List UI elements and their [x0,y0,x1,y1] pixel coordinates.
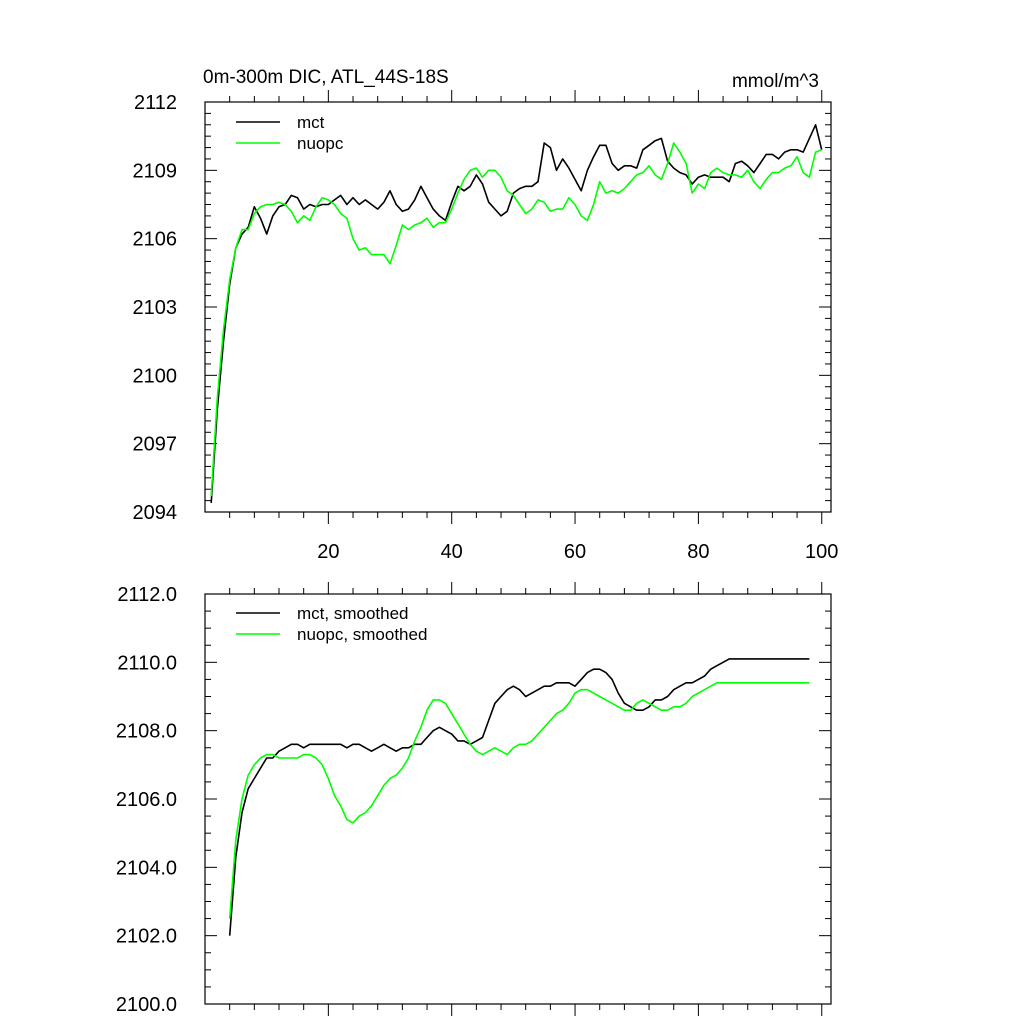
legend-label: nuopc [297,134,344,153]
y-tick-label: 2103 [133,297,178,319]
y-tick-label: 2100.0 [116,994,177,1016]
legend-label: mct, smoothed [297,604,409,623]
series-line-nuopc-smoothed [230,683,810,919]
legend-label: nuopc, smoothed [297,625,427,644]
bottom-panel: 2100.0 2102.0 2104.0 2106.0 2108.0 2110.0 2112… [116,582,831,1016]
y-tick-label: 2110.0 [117,652,177,674]
x-tick-label: 100 [805,541,838,563]
x-tick-label: 40 [441,541,463,563]
top-panel: 2094 2097 2100 2103 2106 2109 2112 20 40 60 80 100 m… [133,90,839,563]
y-tick-label: 2112 [134,92,177,114]
y-tick-label: 2097 [133,434,178,456]
series-line-nuopc [211,143,822,496]
y-tick-label: 2104.0 [116,857,177,879]
y-tick-label: 2102.0 [116,926,177,948]
series-line-mct [211,125,822,503]
plot-frame [205,594,831,1004]
series-line-mct-smoothed [230,659,810,936]
x-tick-label: 80 [687,541,709,563]
chart-title-left: 0m-300m DIC, ATL_44S-18S [203,67,449,88]
chart-canvas: 0m-300m DIC, ATL_44S-18S mmol/m^3 209420… [0,0,1024,1024]
y-tick-label: 2100 [133,365,178,387]
y-tick-label: 2106 [133,229,178,251]
legend-label: mct [297,113,325,132]
chart-units-label: mmol/m^3 [732,71,819,92]
x-tick-label: 20 [317,541,339,563]
y-tick-label: 2109 [133,160,178,182]
y-tick-label: 2094 [133,502,178,524]
y-tick-label: 2112.0 [117,584,177,606]
y-tick-label: 2108.0 [116,721,177,743]
y-tick-label: 2106.0 [116,789,177,811]
x-tick-label: 60 [564,541,586,563]
